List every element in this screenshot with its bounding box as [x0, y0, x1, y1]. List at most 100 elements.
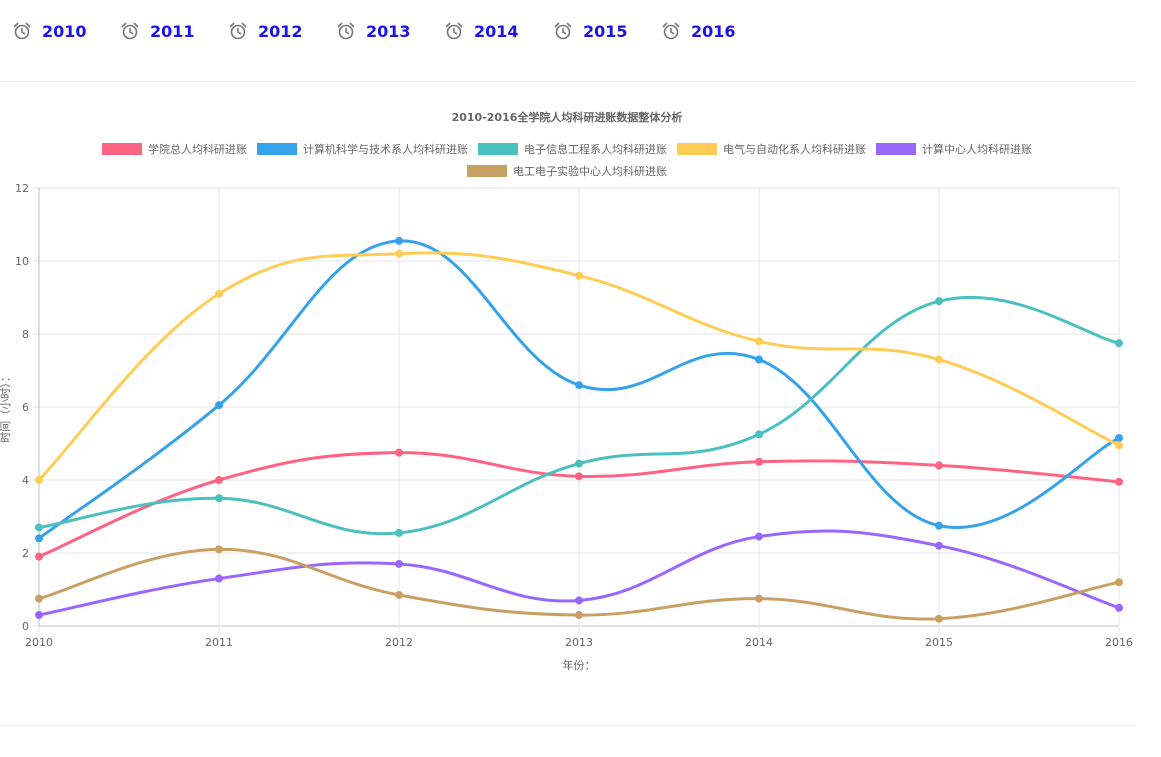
x-tick-label: 2010 [25, 636, 53, 649]
alarm-clock-icon [337, 22, 355, 40]
x-axis-label: 年份： [563, 658, 596, 672]
alarm-clock-icon [13, 22, 31, 40]
data-point [395, 528, 403, 537]
legend-swatch [677, 143, 717, 155]
data-point [935, 355, 943, 364]
y-tick-label: 8 [22, 328, 29, 341]
data-point [395, 448, 403, 457]
chart-grid [33, 187, 1120, 632]
data-point [395, 590, 403, 599]
year-label: 2010 [42, 21, 87, 41]
legend-item: 计算机科学与技术系人均科研进账 [257, 142, 468, 156]
data-point [1115, 339, 1123, 348]
bottom-divider [0, 725, 1136, 726]
year-label: 2012 [258, 21, 303, 41]
legend-swatch [467, 165, 507, 177]
year-label: 2014 [474, 21, 519, 41]
year-label: 2015 [583, 21, 628, 41]
legend-swatch [478, 143, 518, 155]
legend-swatch [876, 143, 916, 155]
data-point [575, 381, 583, 390]
data-point [395, 249, 403, 258]
data-point [935, 461, 943, 470]
x-tick-label: 2016 [1105, 636, 1133, 649]
data-point [395, 559, 403, 568]
data-point [1115, 434, 1123, 443]
legend-item: 电气与自动化系人均科研进账 [677, 142, 866, 156]
legend-swatch [102, 143, 142, 155]
year-label: 2013 [366, 21, 411, 41]
year-link-2010[interactable]: 2010 [12, 18, 87, 44]
legend-label: 电工电子实验中心人均科研进账 [513, 164, 667, 178]
legend-label: 电气与自动化系人均科研进账 [723, 142, 866, 156]
x-tick-label: 2013 [565, 636, 593, 649]
legend-swatch [257, 143, 297, 155]
x-tick-label: 2011 [205, 636, 233, 649]
data-point [395, 236, 403, 245]
data-point [935, 297, 943, 306]
chart-legend: 学院总人均科研进账 计算机科学与技术系人均科研进账 电子信息工程系人均科研进账 电气与… [102, 142, 1032, 178]
data-point [1115, 603, 1123, 612]
legend-label: 计算机科学与技术系人均科研进账 [303, 142, 468, 156]
line-chart: 2010-2016全学院人均科研进账数据整体分析 学院总人均科研进账 计算机科学与… [0, 110, 1133, 672]
alarm-clock-icon [445, 22, 463, 40]
x-tick-label: 2014 [745, 636, 773, 649]
data-point [35, 534, 43, 543]
year-link-2012[interactable]: 2012 [228, 18, 303, 44]
x-tick-label: 2012 [385, 636, 413, 649]
alarm-clock-icon [229, 22, 247, 40]
year-label: 2011 [150, 21, 195, 41]
legend-item: 电工电子实验中心人均科研进账 [467, 164, 667, 178]
data-point [215, 476, 223, 484]
data-point [215, 574, 223, 583]
data-point [935, 614, 943, 623]
data-point [215, 401, 223, 410]
legend-item: 学院总人均科研进账 [102, 142, 247, 156]
year-selector: 2010 2011 2012 2013 2014 2015 2016 [0, 0, 1161, 62]
legend-label: 计算中心人均科研进账 [922, 142, 1032, 156]
year-link-2014[interactable]: 2014 [444, 18, 519, 44]
data-point [1115, 578, 1123, 587]
data-point [575, 596, 583, 605]
top-divider [0, 81, 1136, 82]
year-link-2015[interactable]: 2015 [553, 18, 628, 44]
data-point [35, 552, 43, 561]
data-point [35, 594, 43, 603]
data-point [575, 459, 583, 468]
x-tick-label: 2015 [925, 636, 953, 649]
y-tick-label: 6 [22, 401, 29, 414]
year-link-2013[interactable]: 2013 [336, 18, 411, 44]
data-point [1115, 477, 1123, 486]
legend-label: 学院总人均科研进账 [148, 142, 247, 156]
y-tick-label: 12 [15, 182, 29, 195]
x-axis-ticks: 2010 2011 2012 2013 2014 2015 2016 [25, 636, 1133, 649]
year-label: 2016 [691, 21, 736, 41]
alarm-clock-icon [121, 22, 139, 40]
year-link-2016[interactable]: 2016 [661, 18, 736, 44]
y-tick-label: 4 [22, 474, 29, 487]
year-link-2011[interactable]: 2011 [120, 18, 195, 44]
alarm-clock-icon [662, 22, 680, 40]
data-point [575, 472, 583, 481]
data-point [35, 611, 43, 620]
data-point [755, 337, 763, 346]
data-point [755, 594, 763, 603]
data-point [215, 494, 223, 503]
data-point [575, 271, 583, 280]
data-point [215, 545, 223, 554]
data-point [1115, 441, 1123, 450]
legend-label: 电子信息工程系人均科研进账 [524, 142, 667, 156]
y-axis-label: 时间（小时）： [0, 371, 12, 443]
legend-item: 电子信息工程系人均科研进账 [478, 142, 667, 156]
y-axis-ticks: 0 2 4 6 8 10 12 [15, 182, 29, 633]
data-point [575, 611, 583, 620]
legend-item: 计算中心人均科研进账 [876, 142, 1032, 156]
data-point [755, 457, 763, 466]
data-point [935, 541, 943, 550]
chart-series [35, 236, 1123, 623]
data-point [215, 289, 223, 298]
y-tick-label: 0 [22, 620, 29, 633]
data-point [35, 476, 43, 484]
data-point [755, 532, 763, 541]
alarm-clock-icon [554, 22, 572, 40]
